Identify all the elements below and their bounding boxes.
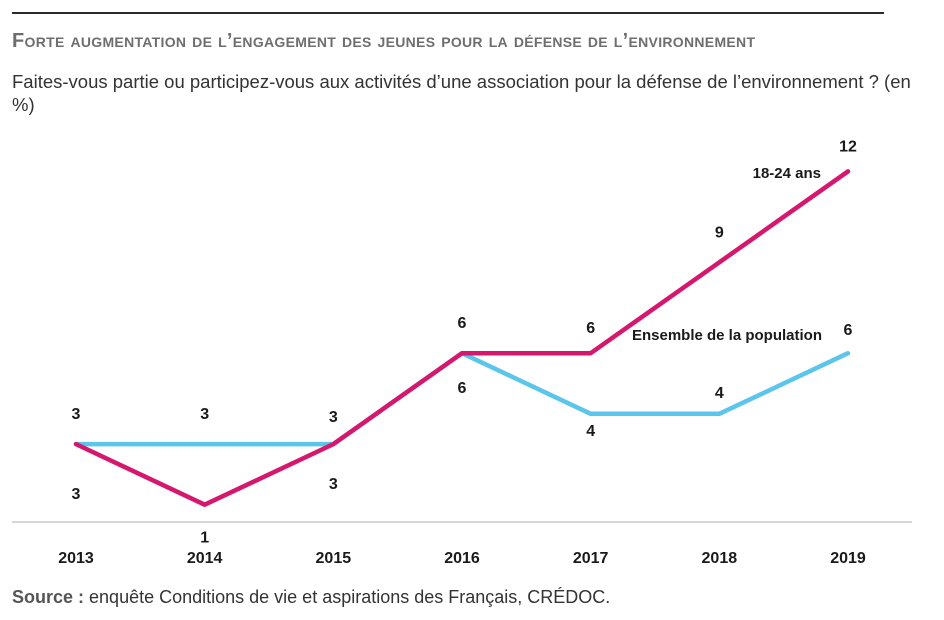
data-label-all: 4 bbox=[715, 385, 724, 402]
series-line-youth bbox=[73, 169, 851, 507]
data-label-all: 3 bbox=[329, 409, 338, 426]
x-tick-label: 2016 bbox=[444, 550, 480, 567]
x-tick-label: 2015 bbox=[316, 550, 352, 567]
data-label-all: 6 bbox=[844, 322, 853, 339]
data-label-youth: 6 bbox=[586, 320, 595, 337]
series-line-all bbox=[73, 350, 851, 447]
data-label-youth: 9 bbox=[715, 224, 724, 241]
data-label-youth: 12 bbox=[839, 138, 857, 155]
chart-title: Forte augmentation de l’engagement des j… bbox=[12, 30, 756, 52]
label-layer: 3 1 3 6 6 9 12 3 3 3 6 4 4 6 18-24 ans Ensemble de la p… bbox=[72, 138, 857, 546]
data-label-youth: 6 bbox=[458, 315, 467, 332]
x-tick-label: 2019 bbox=[830, 550, 866, 567]
data-label-all: 6 bbox=[458, 380, 467, 397]
series-label-youth: 18-24 ans bbox=[753, 165, 821, 182]
data-label-youth: 3 bbox=[329, 476, 338, 493]
x-tick-label: 2018 bbox=[702, 550, 738, 567]
data-label-youth: 3 bbox=[72, 486, 81, 503]
x-tick-label: 2014 bbox=[187, 550, 223, 567]
data-label-youth: 1 bbox=[200, 530, 209, 547]
top-rule bbox=[12, 12, 884, 14]
x-tick-labels: 2013 2014 2015 2016 2017 2018 2019 bbox=[58, 550, 866, 567]
data-label-all: 3 bbox=[72, 406, 81, 423]
x-tick-label: 2013 bbox=[58, 550, 94, 567]
series-label-all: Ensemble de la population bbox=[632, 327, 822, 344]
source-lead: Source : bbox=[12, 587, 85, 607]
source-note: Source : enquête Conditions de vie et as… bbox=[12, 587, 610, 608]
x-tick-label: 2017 bbox=[573, 550, 609, 567]
data-label-all: 4 bbox=[586, 423, 595, 440]
data-label-all: 3 bbox=[200, 406, 209, 423]
source-text: enquête Conditions de vie et aspirations… bbox=[84, 587, 611, 607]
chart-subtitle: Faites-vous partie ou participez-vous au… bbox=[12, 71, 911, 115]
series-layer bbox=[73, 169, 851, 507]
